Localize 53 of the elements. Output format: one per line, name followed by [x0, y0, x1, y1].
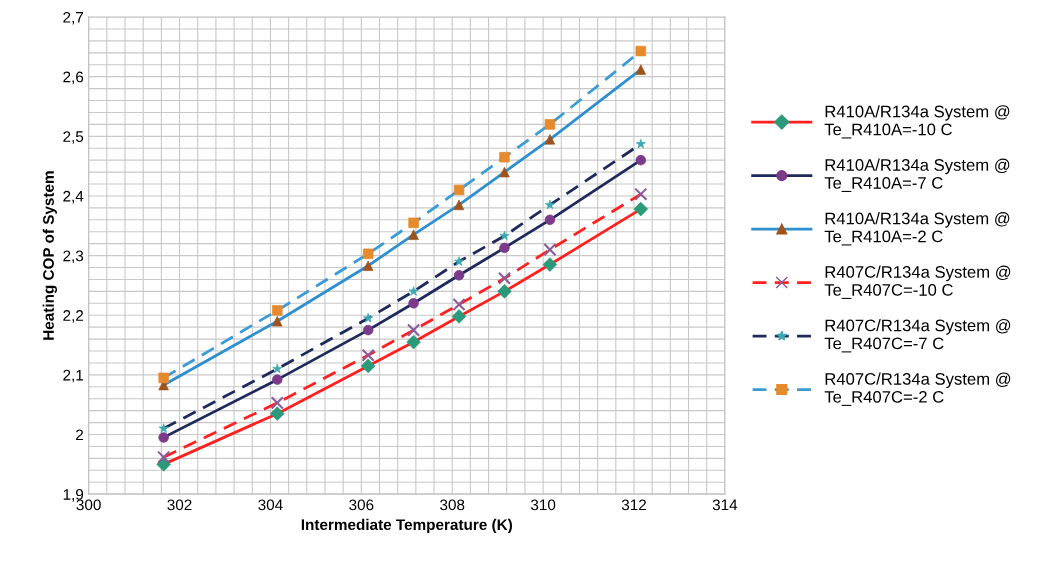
x-tick-label: 314 — [712, 499, 738, 511]
point — [544, 134, 556, 145]
point — [633, 201, 649, 217]
point — [408, 217, 419, 229]
y-axis-title: Heating COP of System — [42, 171, 57, 340]
point — [362, 248, 374, 260]
point — [497, 284, 512, 299]
point — [635, 64, 647, 75]
y-tick-label: 2,4 — [63, 190, 84, 204]
x-tick-label: 308 — [440, 499, 465, 511]
point — [158, 372, 169, 384]
point — [272, 305, 283, 316]
y-tick-label: 2,3 — [63, 250, 84, 264]
point — [544, 119, 556, 130]
y-tick-label: 2,1 — [63, 369, 84, 383]
y-tick-label: 2,5 — [63, 131, 84, 144]
point — [497, 271, 512, 285]
x-tick-label: 306 — [349, 499, 374, 511]
legend-label: R410A/R134a System @ Te_R410A=-10 C — [824, 105, 1010, 139]
point — [270, 406, 285, 421]
y-tick-label: 2,2 — [63, 310, 84, 323]
point — [361, 348, 375, 362]
point — [157, 450, 171, 464]
point — [270, 396, 284, 410]
legend-label: R407C/R134a System @ Te_R407C=-7 C — [824, 319, 1011, 353]
legend-label: R410A/R134a System @ Te_R410A=-2 C — [824, 212, 1010, 246]
point — [635, 45, 647, 57]
y-tick-label: 2 — [76, 429, 84, 441]
legend-label: R410A/R134a System @ Te_R410A=-7 C — [824, 158, 1010, 192]
point — [408, 229, 419, 240]
y-tick-label: 2,7 — [63, 11, 84, 25]
x-tick-label: 310 — [530, 499, 556, 511]
legend-label: R407C/R134a System @ Te_R407C=-10 C — [824, 265, 1011, 299]
point — [634, 187, 648, 201]
x-tick-label: 304 — [258, 499, 283, 511]
point — [406, 323, 421, 337]
point — [453, 184, 465, 196]
x-tick-label: 312 — [621, 499, 646, 511]
point — [406, 334, 421, 350]
point — [272, 315, 283, 327]
point — [453, 199, 465, 211]
point — [542, 257, 558, 272]
y-tick-label: 2,6 — [63, 71, 84, 85]
point — [499, 151, 510, 163]
point — [360, 358, 376, 374]
x-tick-label: 302 — [167, 499, 192, 511]
x-axis-title: Intermediate Temperature (K) — [301, 518, 512, 534]
point — [543, 243, 557, 257]
point — [451, 309, 467, 324]
legend-label: R407C/R134a System @ Te_R407C=-2 C — [824, 372, 1011, 406]
point — [499, 166, 510, 178]
point — [362, 260, 374, 271]
point — [452, 297, 466, 312]
